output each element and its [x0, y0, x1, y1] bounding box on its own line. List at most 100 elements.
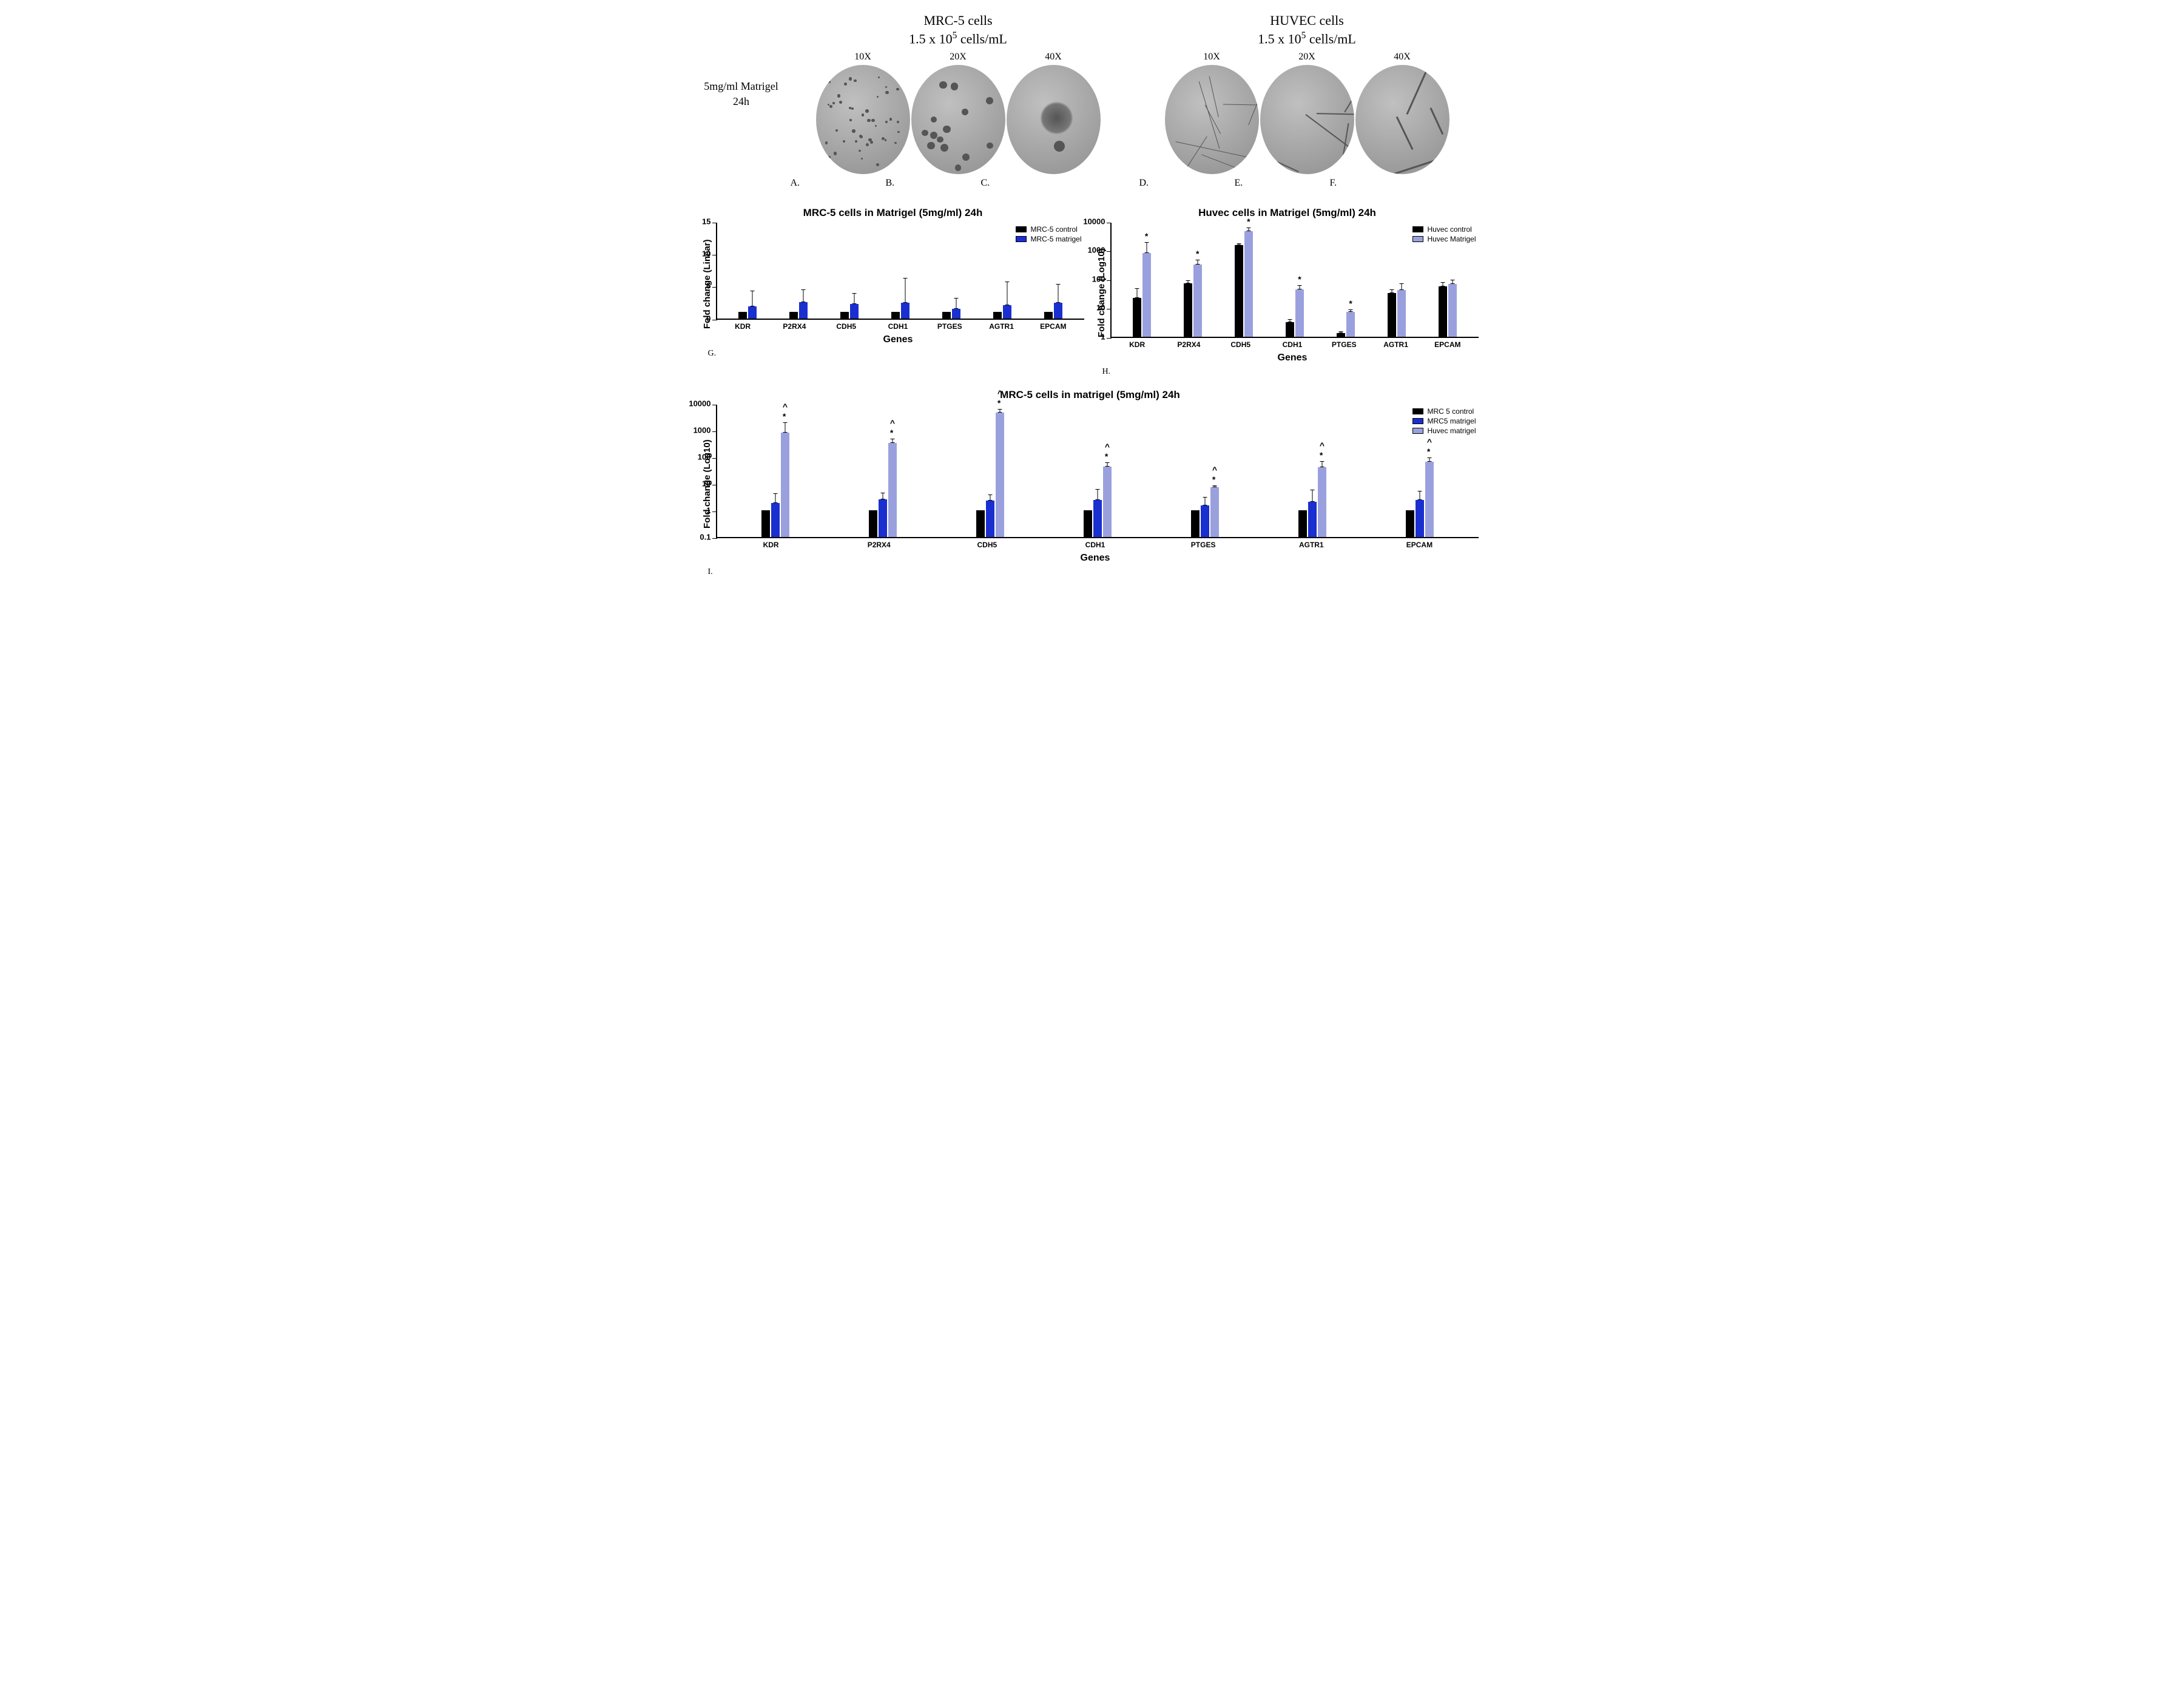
chart-bar: *	[1142, 253, 1151, 337]
chart-bar	[1093, 500, 1102, 537]
chart-g: MRC-5 cells in Matrigel (5mg/ml) 24h Fol…	[702, 207, 1084, 377]
chart-bar	[1286, 322, 1294, 337]
panel-letter: F.	[1326, 178, 1420, 189]
gene-bar-group	[738, 306, 757, 318]
panel-letter: E.	[1231, 178, 1325, 189]
gene-bar-group	[942, 309, 960, 319]
gene-bar-group: ^ *	[976, 413, 1004, 537]
magnification-label: 40X	[1045, 52, 1062, 62]
gene-bar-group: ^ *	[869, 443, 897, 536]
micrograph-column: 10X	[1165, 52, 1259, 174]
gene-bar-group: ^ *	[1191, 487, 1219, 536]
chart-bar: *	[1295, 289, 1304, 336]
ytick-label: 10	[1096, 303, 1111, 312]
ytick-label: 10	[702, 479, 717, 488]
chart-bar	[993, 312, 1002, 319]
chart-bar	[1184, 283, 1192, 337]
xtick-label: AGTR1	[976, 322, 1027, 331]
chart-bar	[869, 510, 877, 537]
gene-bar-group: *	[1337, 312, 1355, 336]
chart-i-wrap: MRC-5 cells in matrigel (5mg/ml) 24h Fol…	[702, 389, 1479, 577]
xtick-label: P2RX4	[825, 541, 933, 549]
bars-container: * * * * *	[1112, 221, 1479, 337]
panel-letter-g: G.	[702, 349, 1084, 359]
cell-group-mrc5: MRC-5 cells 1.5 x 105 cells/mL 10X20X40X…	[787, 12, 1130, 189]
gene-bar-group: *	[1235, 231, 1253, 337]
chart-bar	[986, 501, 994, 536]
gene-bar-group: *	[1286, 289, 1304, 336]
chart-bar	[1191, 510, 1200, 537]
chart-i: MRC-5 cells in matrigel (5mg/ml) 24h Fol…	[702, 389, 1479, 577]
xtick-label: EPCAM	[1422, 340, 1473, 349]
xtick-label: EPCAM	[1027, 322, 1079, 331]
gene-bar-group: ^ *	[1298, 467, 1326, 536]
xtick-label: AGTR1	[1370, 340, 1422, 349]
ytick-label: 10000	[689, 399, 717, 408]
row-condition-label: 5mg/ml Matrigel 24h	[702, 79, 781, 109]
cell-group-huvec: HUVEC cells 1.5 x 105 cells/mL 10X20X40X…	[1136, 12, 1479, 189]
chart-bar	[879, 499, 887, 537]
gene-bar-group: ^ *	[1084, 467, 1112, 536]
panel-letter: B.	[882, 178, 976, 189]
significance-marker: ^ *	[1212, 465, 1217, 484]
xtick-label: CDH1	[872, 322, 923, 331]
significance-marker: *	[1349, 299, 1352, 308]
chart-i-frame: Fold change (Log10) 0.1110100100010000MR…	[702, 405, 1479, 564]
chart-bar	[850, 304, 859, 318]
chart-bar	[891, 312, 900, 319]
chart-bar	[840, 312, 849, 319]
group-title-mrc5: MRC-5 cells 1.5 x 105 cells/mL	[787, 12, 1130, 48]
row-label-line2: 24h	[702, 94, 781, 109]
significance-marker: ^ *	[997, 388, 1002, 408]
chart-bar	[1084, 510, 1092, 537]
chart-bar	[1003, 305, 1011, 318]
ytick-label: 10000	[1083, 217, 1111, 226]
ytick-label: 1	[1101, 332, 1111, 341]
chart-bar	[748, 306, 757, 318]
chart-bar	[1298, 510, 1307, 537]
bars-container	[717, 221, 1084, 319]
chart-bar	[1397, 290, 1406, 336]
magnification-label: 20X	[1298, 52, 1315, 62]
significance-marker: ^ *	[783, 402, 788, 421]
chart-bar: ^ *	[888, 443, 897, 536]
ovals-huvec: 10X 20X 40X	[1136, 52, 1479, 174]
ytick-label: 1	[706, 505, 717, 515]
chart-g-plot: 051015MRC-5 controlMRC-5 matrigel	[716, 223, 1084, 320]
micrograph-column: 40X	[1007, 52, 1101, 174]
chart-h-frame: Fold change (Log10) 110100100010000Huvec…	[1096, 223, 1479, 363]
micrograph-image	[816, 65, 910, 174]
chart-bar	[1044, 312, 1053, 319]
xtick-label: CDH1	[1266, 340, 1318, 349]
chart-bar	[901, 303, 909, 319]
ytick-label: 1000	[1088, 246, 1112, 255]
chart-i-title: MRC-5 cells in matrigel (5mg/ml) 24h	[702, 389, 1479, 401]
chart-bar	[789, 312, 798, 319]
gene-bar-group: *	[1184, 265, 1202, 337]
charts-row-gh: MRC-5 cells in Matrigel (5mg/ml) 24h Fol…	[702, 207, 1479, 377]
chart-bar	[942, 312, 951, 319]
chart-h-xlabels: KDRP2RX4CDH5CDH1PTGESAGTR1EPCAM	[1107, 338, 1479, 349]
ytick-label: 15	[702, 217, 717, 226]
significance-marker: ^ *	[1320, 441, 1325, 460]
gene-bar-group	[1439, 284, 1457, 336]
significance-marker: ^ *	[1427, 437, 1432, 456]
chart-bar	[1448, 284, 1457, 336]
chart-g-xtitle: Genes	[712, 334, 1084, 345]
micrograph-image	[1007, 65, 1101, 174]
bars-container: ^ * ^ * ^ * ^ * ^ * ^ * ^ *	[717, 403, 1479, 537]
micrograph-column: 40X	[1355, 52, 1449, 174]
ytick-label: 1000	[693, 425, 717, 434]
significance-marker: *	[1145, 231, 1148, 241]
significance-marker: *	[1247, 217, 1250, 226]
gene-bar-group	[1044, 303, 1062, 319]
chart-bar	[1439, 286, 1447, 337]
chart-bar	[1416, 500, 1424, 537]
group-title-line1: MRC-5 cells	[787, 12, 1130, 30]
significance-marker: *	[1298, 274, 1301, 284]
magnification-label: 40X	[1394, 52, 1411, 62]
group-title-line1: HUVEC cells	[1136, 12, 1479, 30]
panel-letters-huvec: D.E.F.	[1136, 178, 1479, 189]
chart-bar: *	[1346, 312, 1355, 336]
micrograph-image	[1355, 65, 1449, 174]
